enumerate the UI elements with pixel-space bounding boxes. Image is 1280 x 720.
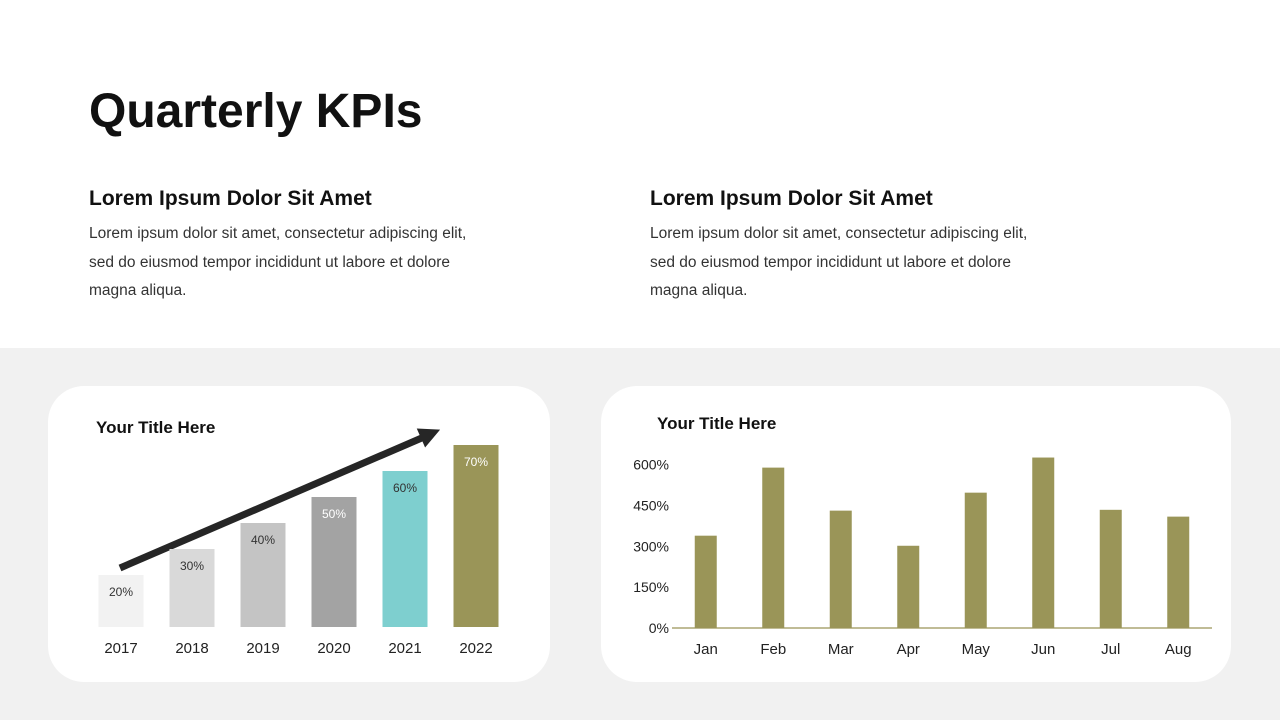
- chart-title: Your Title Here: [657, 414, 776, 433]
- bar: [762, 467, 785, 628]
- bar: [382, 471, 428, 627]
- section-heading: Lorem Ipsum Dolor Sit Amet: [650, 187, 933, 210]
- trend-arrow: [118, 433, 426, 572]
- x-tick-label: Feb: [760, 641, 786, 658]
- y-tick-label: 300%: [633, 538, 669, 554]
- chart-title: Your Title Here: [96, 418, 215, 437]
- bar: [1167, 516, 1190, 628]
- x-tick-label: May: [962, 641, 991, 658]
- body-text: magna aliqua.: [89, 282, 186, 299]
- section-heading: Lorem Ipsum Dolor Sit Amet: [89, 187, 372, 210]
- x-tick-label: 2018: [175, 640, 208, 657]
- data-label: 30%: [180, 559, 204, 573]
- y-tick-label: 0%: [649, 620, 669, 636]
- data-label: 70%: [464, 455, 488, 469]
- data-label: 20%: [109, 585, 133, 599]
- x-tick-label: Jul: [1101, 641, 1120, 658]
- data-label: 50%: [322, 507, 346, 521]
- body-text: sed do eiusmod tempor incididunt ut labo…: [650, 254, 1011, 271]
- y-tick-label: 450%: [633, 497, 669, 513]
- x-tick-label: 2017: [104, 640, 137, 657]
- bar: [1099, 509, 1122, 628]
- bar: [169, 549, 215, 627]
- data-label: 40%: [251, 533, 275, 547]
- x-tick-label: 2019: [246, 640, 279, 657]
- x-tick-label: Mar: [828, 641, 854, 658]
- bar: [897, 545, 920, 628]
- body-text: sed do eiusmod tempor incididunt ut labo…: [89, 254, 450, 271]
- bar: [98, 575, 144, 627]
- bar: [311, 497, 357, 627]
- body-text: Lorem ipsum dolor sit amet, consectetur …: [650, 225, 1027, 242]
- x-tick-label: 2021: [388, 640, 421, 657]
- page-title: Quarterly KPIs: [89, 85, 422, 138]
- x-tick-label: Jun: [1031, 641, 1055, 658]
- data-label: 60%: [393, 481, 417, 495]
- x-tick-label: Jan: [694, 641, 718, 658]
- x-tick-label: 2022: [459, 640, 492, 657]
- x-tick-label: Aug: [1165, 641, 1192, 658]
- bar: [1032, 457, 1055, 628]
- body-text: Lorem ipsum dolor sit amet, consectetur …: [89, 225, 466, 242]
- x-tick-label: Apr: [897, 641, 920, 658]
- bar: [829, 510, 852, 628]
- bar: [964, 492, 987, 628]
- y-tick-label: 150%: [633, 579, 669, 595]
- arrow-head: [416, 428, 441, 448]
- x-tick-label: 2020: [317, 640, 350, 657]
- bar: [694, 535, 717, 628]
- card: [601, 386, 1231, 682]
- bar: [240, 523, 286, 627]
- body-text: magna aliqua.: [650, 282, 747, 299]
- bar: [453, 445, 499, 627]
- y-tick-label: 600%: [633, 457, 669, 473]
